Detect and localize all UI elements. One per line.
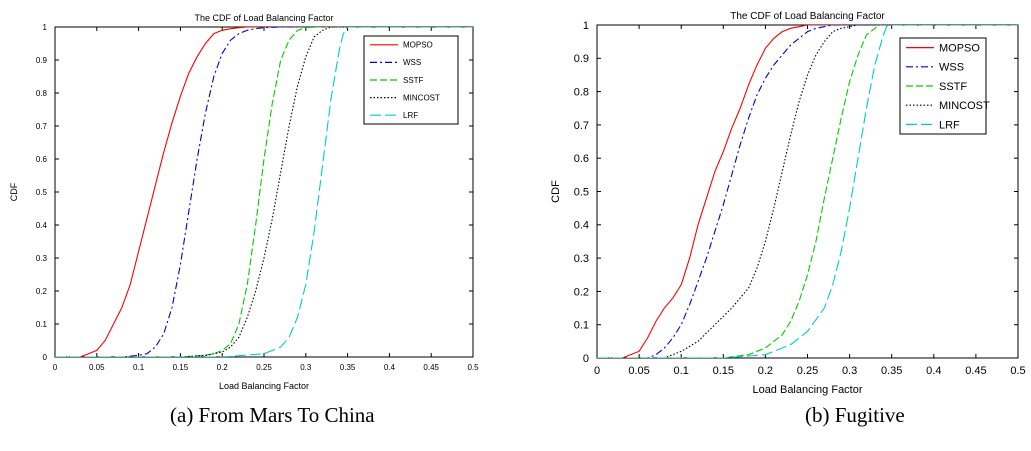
y-tick-label: 0.3 xyxy=(36,254,48,263)
series-line-wss xyxy=(55,27,473,357)
chart-a-svg: 0 0.05 0.1 0.15 0.2 0.25 0.3 0.35 0.4 0.45 0.5 0 0.1… xyxy=(9,13,479,391)
chart-a-caption: (a) From Mars To China xyxy=(170,403,375,427)
legend-label-sstf: SSTF xyxy=(403,76,424,85)
series-line-lrf xyxy=(597,25,1018,358)
y-tick-label: 1 xyxy=(583,20,589,32)
x-tick-label: 0.05 xyxy=(628,365,649,377)
series-line-mincost xyxy=(597,25,1018,358)
y-tick-label: 0.1 xyxy=(574,320,589,332)
legend-label-lrf: LRF xyxy=(939,119,960,131)
chart-panel-b: 0 0.05 0.1 0.15 0.2 0.25 0.3 0.35 0.4 0.45 0.5 0 0.1… xyxy=(540,0,1031,451)
legend-label-wss: WSS xyxy=(939,62,964,74)
y-axis-label: CDF xyxy=(550,180,562,203)
series-line-sstf xyxy=(55,27,473,357)
legend xyxy=(899,37,987,135)
x-tick-label: 0.4 xyxy=(926,365,941,377)
series-line-mopso xyxy=(55,27,473,357)
series-line-mopso xyxy=(597,25,1018,358)
legend-label-mopso: MOPSO xyxy=(403,41,433,50)
y-tick-label: 0.4 xyxy=(574,220,589,232)
x-tick-label: 0.2 xyxy=(758,365,773,377)
legend-label-mincost: MINCOST xyxy=(939,100,990,112)
y-tick-label: 0.1 xyxy=(36,320,48,329)
y-tick-label: 0.7 xyxy=(574,120,589,132)
legend-label-sstf: SSTF xyxy=(939,81,967,93)
y-tick-label: 0.9 xyxy=(36,56,48,65)
y-tick-label: 0.2 xyxy=(574,286,589,298)
chart-title: The CDF of Load Balancing Factor xyxy=(194,13,333,23)
y-tick-label: 0 xyxy=(43,353,48,362)
y-tick-label: 0.9 xyxy=(574,53,589,65)
series-line-sstf xyxy=(597,25,1018,358)
y-tick-label: 0.5 xyxy=(36,188,48,197)
series-line-lrf xyxy=(55,27,473,357)
x-tick-label: 0.1 xyxy=(133,363,145,372)
x-tick-label: 0.3 xyxy=(842,365,857,377)
x-tick-label: 0.35 xyxy=(881,365,902,377)
legend-label-lrf: LRF xyxy=(403,111,418,120)
y-tick-label: 0.2 xyxy=(36,287,48,296)
x-tick-label: 0.05 xyxy=(89,363,105,372)
x-tick-label: 0.1 xyxy=(674,365,689,377)
legend-label-wss: WSS xyxy=(403,58,421,67)
y-tick-label: 1 xyxy=(43,23,48,32)
chart-b-svg: 0 0.05 0.1 0.15 0.2 0.25 0.3 0.35 0.4 0.45 0.5 0 0.1… xyxy=(550,11,1026,396)
y-tick-label: 0.5 xyxy=(574,186,589,198)
x-axis-label: Load Balancing Factor xyxy=(752,384,862,396)
y-tick-label: 0.3 xyxy=(574,253,589,265)
legend-label-mincost: MINCOST xyxy=(403,93,440,102)
y-tick-label: 0.6 xyxy=(36,155,48,164)
x-tick-label: 0.15 xyxy=(173,363,189,372)
x-tick-label: 0.5 xyxy=(467,363,479,372)
x-tick-label: 0 xyxy=(594,365,600,377)
x-tick-label: 0.35 xyxy=(340,363,356,372)
x-tick-label: 0 xyxy=(53,363,58,372)
y-tick-label: 0.8 xyxy=(574,86,589,98)
x-tick-label: 0.5 xyxy=(1010,365,1025,377)
legend xyxy=(363,35,459,125)
y-tick-label: 0.4 xyxy=(36,221,48,230)
x-tick-label: 0.45 xyxy=(965,365,986,377)
x-tick-label: 0.4 xyxy=(384,363,396,372)
x-axis-label: Load Balancing Factor xyxy=(219,381,309,391)
series-line-mincost xyxy=(55,27,473,357)
x-tick-label: 0.45 xyxy=(423,363,439,372)
chart-b-caption: (b) Fugitive xyxy=(805,403,905,427)
series-line-wss xyxy=(597,25,1018,358)
chart-panel-a: 0 0.05 0.1 0.15 0.2 0.25 0.3 0.35 0.4 0.45 0.5 0 0.1… xyxy=(0,0,500,451)
x-tick-label: 0.3 xyxy=(300,363,312,372)
y-tick-label: 0.6 xyxy=(574,153,589,165)
x-tick-label: 0.2 xyxy=(217,363,229,372)
chart-title: The CDF of Load Balancing Factor xyxy=(730,11,885,22)
x-tick-label: 0.25 xyxy=(256,363,272,372)
x-tick-label: 0.25 xyxy=(797,365,818,377)
y-axis-label: CDF xyxy=(9,182,19,201)
y-tick-label: 0.7 xyxy=(36,122,48,131)
x-tick-label: 0.15 xyxy=(713,365,734,377)
y-tick-label: 0.8 xyxy=(36,89,48,98)
legend-label-mopso: MOPSO xyxy=(939,42,980,54)
y-tick-label: 0 xyxy=(583,353,589,365)
